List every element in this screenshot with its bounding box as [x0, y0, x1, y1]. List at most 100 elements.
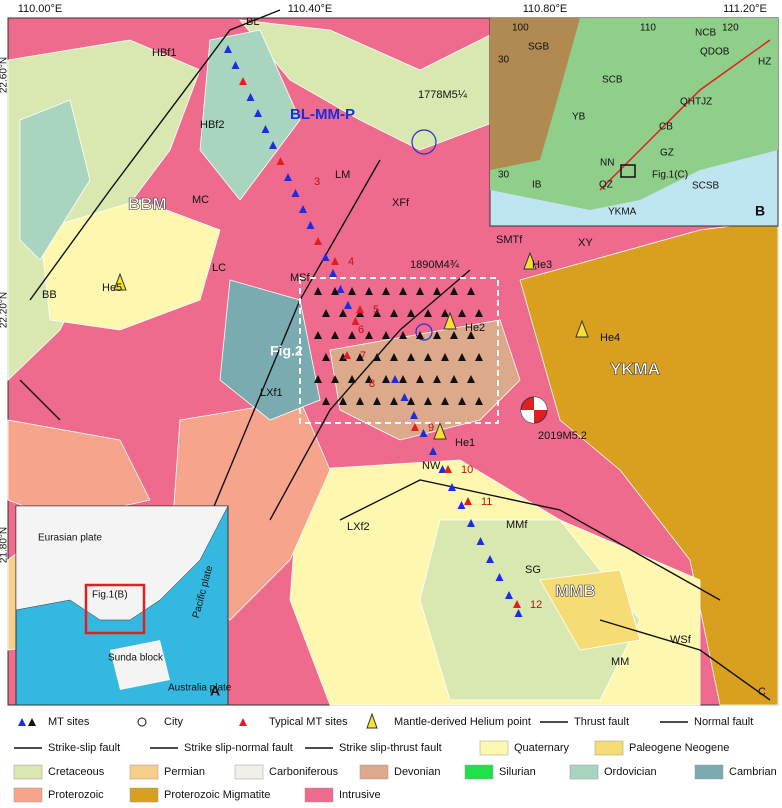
- mt-site: [400, 393, 409, 401]
- fault-line: [599, 619, 771, 701]
- legend-label: Cambrian: [729, 766, 777, 778]
- mt-site: [399, 287, 407, 295]
- legend-symbol: [137, 717, 147, 727]
- mt-site: [356, 397, 364, 405]
- mt-site: [261, 125, 270, 133]
- inset-a-label: Australia plate: [168, 683, 232, 694]
- map-label: BBM: [128, 194, 167, 213]
- inset-b-label: CB: [659, 122, 673, 133]
- map-label: He4: [600, 332, 620, 344]
- map-label: C: [758, 686, 766, 698]
- mt-site: [458, 309, 466, 317]
- legend-symbol: [18, 718, 26, 726]
- map-label: 12: [530, 599, 542, 611]
- legend-swatch: [129, 787, 159, 803]
- legend-label: Strike slip-normal fault: [184, 742, 293, 754]
- mt-site: [390, 309, 398, 317]
- mt-site: [450, 375, 458, 383]
- legend-label: Intrusive: [339, 789, 381, 801]
- geologic-unit: [329, 319, 521, 441]
- epicenter-1890: [415, 323, 433, 341]
- mt-site: [339, 397, 347, 405]
- mt-site: [424, 397, 432, 405]
- mt-site: [351, 317, 360, 325]
- inset-b-label: NN: [600, 158, 614, 169]
- mt-site: [390, 397, 398, 405]
- mt-site: [373, 353, 381, 361]
- helium-point: [443, 311, 457, 330]
- inset-b-label: NCB: [695, 28, 716, 39]
- legend-label: Typical MT sites: [269, 716, 348, 728]
- legend-label: Paleogene Neogene: [629, 742, 729, 754]
- mt-site: [495, 573, 504, 581]
- fault-line: [199, 159, 381, 541]
- fault-line: [269, 269, 471, 521]
- inset-b-label: YKMA: [608, 207, 637, 218]
- legend-label: Normal fault: [694, 716, 753, 728]
- fig2-box: [299, 277, 499, 424]
- mt-site: [254, 109, 262, 117]
- map-label: MMB: [555, 581, 596, 600]
- legend-label: Thrust fault: [574, 716, 629, 728]
- map-label: LXf1: [260, 387, 283, 399]
- inset-b-label: 100: [512, 23, 529, 34]
- legend-label: Ordovician: [604, 766, 657, 778]
- mt-site: [419, 429, 428, 437]
- legend-swatch: [13, 787, 43, 803]
- map-label: Fig.2: [270, 343, 303, 359]
- geologic-unit: [39, 199, 221, 331]
- mt-site: [399, 375, 407, 383]
- mt-site: [329, 269, 337, 277]
- mt-site: [284, 173, 292, 181]
- mt-site: [416, 287, 424, 295]
- legend-swatch: [234, 764, 264, 780]
- inset-b-label: B: [755, 203, 765, 219]
- mt-site: [424, 309, 432, 317]
- mt-site: [407, 397, 415, 405]
- map-label: He5: [102, 282, 122, 294]
- inset-a-land: [15, 505, 229, 621]
- map-label: 1890M4¾: [410, 259, 460, 271]
- mt-site: [458, 397, 466, 405]
- map-label: He2: [465, 322, 485, 334]
- map-label: 2019M5.2: [538, 430, 587, 442]
- inset-b-label: QDOB: [700, 47, 730, 58]
- legend-label: Cretaceous: [48, 766, 105, 778]
- mt-site: [344, 301, 352, 309]
- legend-label: Quaternary: [514, 742, 570, 754]
- legend-label: Mantle-derived Helium point: [394, 716, 531, 728]
- epicenter-1778: [411, 129, 437, 155]
- legend-label: Proterozoic Migmatite: [164, 789, 270, 801]
- inset-b-label: 30: [498, 170, 510, 181]
- inset-a-islands: [110, 640, 170, 690]
- mt-site: [390, 353, 398, 361]
- mt-site: [450, 331, 458, 339]
- fault-line: [29, 9, 281, 301]
- geologic-unit: [519, 219, 779, 706]
- inset-b-label: HZ: [758, 57, 771, 68]
- mt-site: [382, 287, 390, 295]
- mt-site: [322, 353, 330, 361]
- typical-mt-site: [331, 257, 339, 265]
- map-label: BB: [42, 289, 57, 301]
- map-label: WSf: [670, 634, 692, 646]
- map-label: XY: [578, 237, 593, 249]
- mt-site: [373, 397, 381, 405]
- inset-a-label: Fig.1(B): [92, 590, 128, 601]
- helium-point: [523, 251, 537, 270]
- inset-a-fig1b: [84, 583, 146, 635]
- legend-swatch: [594, 740, 624, 756]
- legend-swatch: [129, 764, 159, 780]
- map-label: 5: [373, 304, 379, 316]
- geologic-unit: [539, 569, 641, 651]
- map-label: SG: [525, 564, 541, 576]
- mt-site: [322, 397, 330, 405]
- mt-site: [314, 331, 322, 339]
- inset-b-label: 120: [722, 23, 739, 34]
- mt-site: [314, 237, 322, 245]
- mt-site: [424, 353, 432, 361]
- inset-a-label: Sunda block: [108, 653, 164, 664]
- map-label: LC: [212, 262, 226, 274]
- legend-swatch: [359, 764, 389, 780]
